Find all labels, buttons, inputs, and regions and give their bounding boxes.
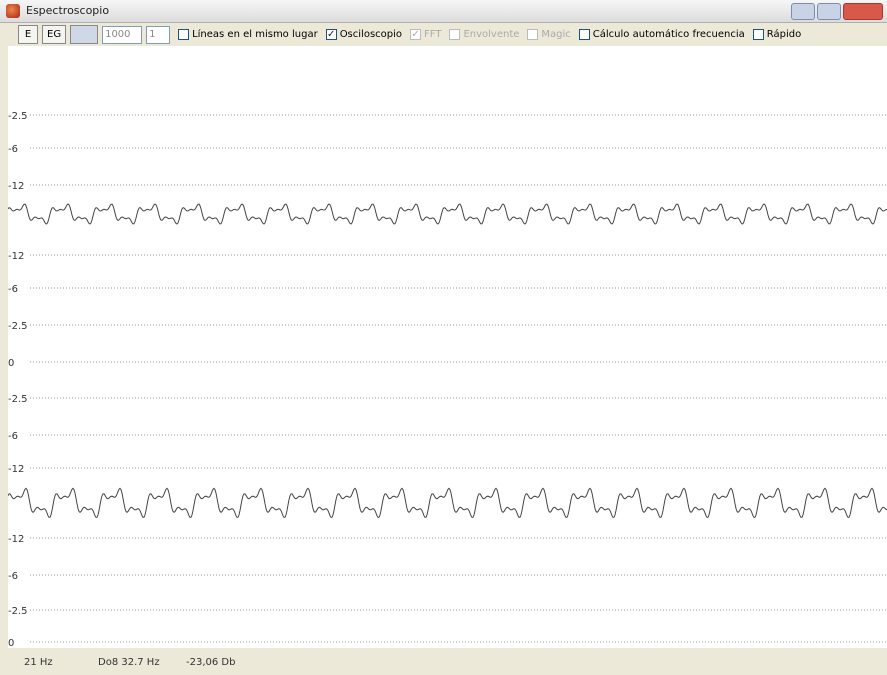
checkbox-box [449, 29, 461, 40]
status-bar: 21 Hz Do8 32.7 Hz -23,06 Db [0, 648, 887, 675]
status-text: -23,06 Db [186, 657, 236, 668]
grid-label: 0 [8, 638, 14, 648]
app-icon [6, 4, 20, 18]
checkbox[interactable]: ✓ Osciloscopio [325, 29, 403, 40]
text-input[interactable]: 1 [146, 25, 171, 44]
checkbox-box [527, 29, 539, 40]
maximize-button[interactable] [817, 3, 841, 20]
status-text: 21 Hz [24, 657, 53, 668]
checkbox[interactable]: Rápido [752, 29, 802, 40]
grid-label: -6 [8, 571, 18, 582]
minimize-button[interactable] [791, 3, 815, 20]
grid-label: -12 [8, 181, 24, 192]
plot-canvas: -2.5 -6 -12 -12 -6 -2.5 0 -2.5 -6 -12 -12 -6 -2.5 0 [8, 111, 887, 648]
status-text: Do8 32.7 Hz [98, 657, 160, 668]
checkbox[interactable]: Líneas en el mismo lugar [178, 29, 318, 40]
grid-label: -12 [8, 251, 24, 262]
checkbox: ✓ FFT [410, 29, 441, 40]
grid-label: -2.5 [8, 394, 28, 405]
waveform [8, 203, 887, 225]
grid-label: -6 [8, 431, 18, 442]
grid-label: 0 [8, 358, 14, 369]
grid-label: -2.5 [8, 321, 28, 332]
window-title: Espectroscopio [26, 4, 110, 17]
checkbox-label: FFT [424, 29, 442, 40]
grid-label: -6 [8, 284, 18, 295]
checkbox-label: Envolvente [463, 29, 520, 40]
checkbox-box[interactable] [578, 29, 590, 40]
waveform [8, 487, 887, 518]
icon-button[interactable] [70, 25, 99, 44]
checkbox[interactable]: Cálculo automático frecuencia [578, 29, 745, 40]
window-controls [791, 3, 883, 20]
grid-label: -2.5 [8, 111, 28, 122]
checkbox-box: ✓ [410, 29, 422, 40]
grid-label: -12 [8, 464, 24, 475]
text-input[interactable]: 1000 [102, 25, 143, 44]
toolbar: E EG 1000 1 Líneas en el mismo lugar ✓ Oscilos… [0, 23, 887, 46]
grid-label: -6 [8, 144, 18, 155]
toolbar-button[interactable]: EG [42, 25, 67, 44]
title-bar: Espectroscopio [0, 0, 887, 23]
checkbox-label: Cálculo automático frecuencia [592, 29, 745, 40]
checkbox: Envolvente [449, 29, 519, 40]
grid-label: -2.5 [8, 606, 28, 617]
checkbox-label: Líneas en el mismo lugar [192, 29, 318, 40]
checkbox-label: Osciloscopio [339, 29, 403, 40]
toolbar-button[interactable]: E [18, 25, 38, 44]
plot-area: -2.5 -6 -12 -12 -6 -2.5 0 -2.5 -6 -12 -12 -6 -2.5 0 [8, 46, 887, 648]
checkbox: Magic [527, 29, 571, 40]
close-button[interactable] [843, 3, 883, 20]
checkbox-label: Magic [541, 29, 571, 40]
grid-label: -12 [8, 534, 24, 545]
checkbox-box[interactable] [178, 29, 190, 40]
checkbox-label: Rápido [766, 29, 802, 40]
checkbox-box[interactable] [752, 29, 764, 40]
checkbox-box[interactable]: ✓ [325, 29, 337, 40]
